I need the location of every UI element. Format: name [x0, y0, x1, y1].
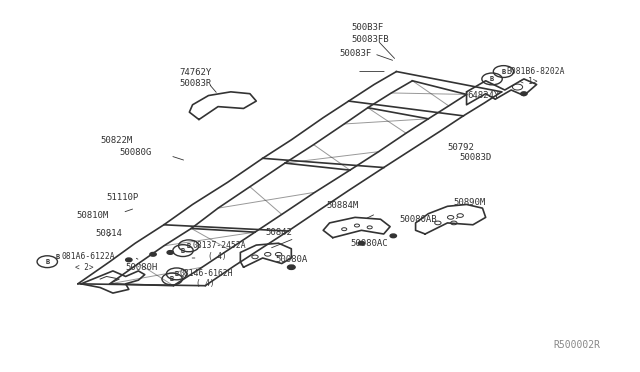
Text: B: B [490, 76, 494, 82]
Text: 50080H: 50080H [125, 263, 158, 272]
Circle shape [358, 241, 365, 245]
Text: 50080G: 50080G [119, 148, 152, 157]
Text: 50083FB: 50083FB [352, 35, 390, 44]
Text: 50080AC: 50080AC [351, 239, 388, 248]
Text: 74762Y: 74762Y [180, 68, 212, 77]
Text: R500002R: R500002R [554, 340, 600, 350]
Text: 50083F: 50083F [339, 49, 371, 58]
Text: 50083R: 50083R [180, 79, 212, 88]
Circle shape [521, 92, 527, 96]
Text: < 2>: < 2> [75, 263, 93, 272]
Text: 081A6-6122A: 081A6-6122A [62, 252, 116, 262]
Text: B: B [175, 271, 179, 277]
Text: 50842: 50842 [266, 228, 292, 237]
Circle shape [287, 265, 295, 269]
Text: B: B [55, 254, 60, 260]
Text: 50822M: 50822M [100, 137, 132, 145]
Text: B: B [181, 248, 185, 254]
Text: 08137-2452A: 08137-2452A [193, 241, 246, 250]
Text: 50810M: 50810M [77, 211, 109, 220]
Text: 50083D: 50083D [459, 153, 491, 162]
Text: 64824Y: 64824Y [468, 91, 500, 100]
Text: 50890M: 50890M [454, 198, 486, 207]
Text: 500B3F: 500B3F [352, 23, 384, 32]
Text: 50814: 50814 [96, 229, 123, 238]
Text: 50792: 50792 [447, 143, 474, 152]
Text: B: B [187, 243, 191, 249]
Text: B081B6-8202A: B081B6-8202A [507, 67, 565, 76]
Circle shape [390, 234, 396, 238]
Circle shape [125, 258, 132, 262]
Text: 08146-6162H: 08146-6162H [180, 269, 234, 278]
Text: B: B [501, 68, 506, 74]
Text: 50080AB: 50080AB [399, 215, 437, 224]
Text: ( 4): ( 4) [209, 251, 227, 261]
Text: ( 4): ( 4) [196, 279, 214, 288]
Text: 51110P: 51110P [106, 193, 139, 202]
Text: B: B [45, 259, 49, 265]
Circle shape [167, 251, 173, 254]
Text: 50080A: 50080A [275, 255, 308, 264]
Text: < 1>: < 1> [519, 77, 538, 86]
Text: B: B [170, 276, 174, 282]
Circle shape [150, 253, 156, 256]
Text: 50884M: 50884M [326, 201, 358, 210]
